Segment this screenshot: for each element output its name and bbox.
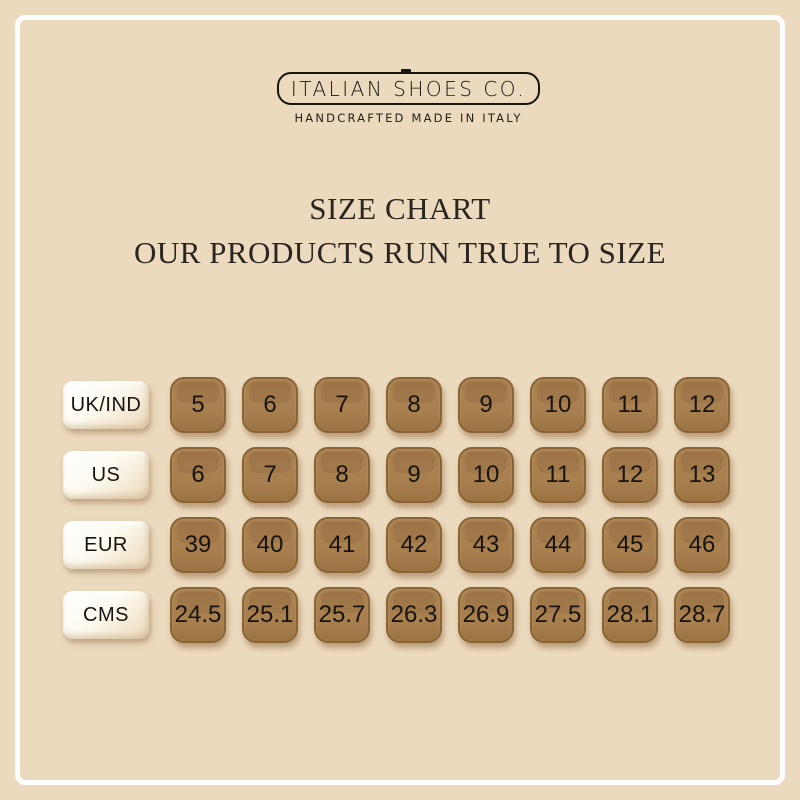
size-value-tile: 12 (674, 377, 730, 433)
logo-notch-mark (401, 69, 411, 74)
size-value-tile: 43 (458, 517, 514, 573)
size-value-tile: 12 (602, 447, 658, 503)
size-row: UK/IND 5 6 7 8 9 10 11 12 (63, 377, 730, 433)
size-row: CMS 24.5 25.1 25.7 26.3 26.9 27.5 28.1 28.7 (63, 587, 730, 643)
size-value-tile: 27.5 (530, 587, 586, 643)
brand-logo: ITALIAN SHOES CO. (277, 72, 540, 105)
size-system-label: CMS (63, 591, 149, 639)
size-value-tile: 40 (242, 517, 298, 573)
size-value-tile: 6 (170, 447, 226, 503)
size-value-tile: 45 (602, 517, 658, 573)
size-value-tile: 6 (242, 377, 298, 433)
size-value-tile: 41 (314, 517, 370, 573)
size-value-tile: 46 (674, 517, 730, 573)
size-value-tile: 9 (458, 377, 514, 433)
size-row: US 6 7 8 9 10 11 12 13 (63, 447, 730, 503)
size-value-tile: 8 (314, 447, 370, 503)
size-value-tile: 42 (386, 517, 442, 573)
brand-tagline: HANDCRAFTED MADE IN ITALY (294, 111, 523, 125)
page-title: SIZE CHART (309, 191, 491, 226)
size-value-tile: 8 (386, 377, 442, 433)
size-row: EUR 39 40 41 42 43 44 45 46 (63, 517, 730, 573)
size-system-label: US (63, 451, 149, 499)
size-value-tile: 7 (242, 447, 298, 503)
size-value-tile: 39 (170, 517, 226, 573)
brand-name: ITALIAN SHOES CO. (290, 76, 527, 101)
size-value-tile: 10 (458, 447, 514, 503)
size-value-tile: 13 (674, 447, 730, 503)
size-system-label: UK/IND (63, 381, 149, 429)
size-value-tile: 11 (530, 447, 586, 503)
size-value-tile: 25.7 (314, 587, 370, 643)
size-value-tile: 7 (314, 377, 370, 433)
size-value-tile: 25.1 (242, 587, 298, 643)
size-value-tile: 44 (530, 517, 586, 573)
size-value-tile: 28.1 (602, 587, 658, 643)
size-system-label: EUR (63, 521, 149, 569)
size-value-tile: 11 (602, 377, 658, 433)
size-conversion-table: UK/IND 5 6 7 8 9 10 11 12 US 6 7 8 9 10 11 12 13 EUR 39 40 41… (63, 377, 730, 643)
size-value-tile: 5 (170, 377, 226, 433)
size-value-tile: 28.7 (674, 587, 730, 643)
size-value-tile: 26.9 (458, 587, 514, 643)
size-value-tile: 26.3 (386, 587, 442, 643)
size-value-tile: 24.5 (170, 587, 226, 643)
size-value-tile: 10 (530, 377, 586, 433)
page-subtitle: OUR PRODUCTS RUN TRUE TO SIZE (133, 235, 667, 270)
size-value-tile: 9 (386, 447, 442, 503)
